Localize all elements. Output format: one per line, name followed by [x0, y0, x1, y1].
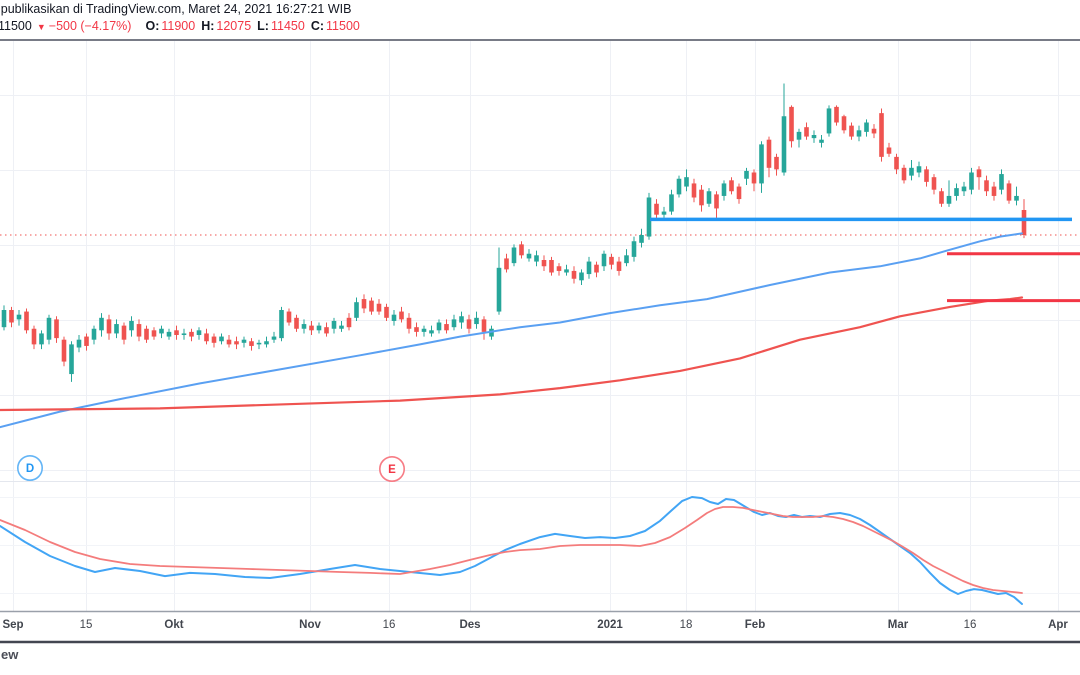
- x-axis-label: Sep: [2, 619, 24, 631]
- earnings-marker[interactable]: E: [378, 455, 405, 482]
- quote-line: 11500 ▼ −500 (−4.17%) O: 11900 H: 12075 …: [0, 18, 360, 36]
- open-value: 11900: [161, 19, 196, 33]
- x-axis-label: Mar: [887, 619, 909, 631]
- low-label: L:: [257, 19, 269, 33]
- x-axis-label: 16: [382, 619, 396, 631]
- oscillator-fast[interactable]: [0, 496, 1023, 605]
- x-axis-label: 16: [963, 619, 977, 631]
- chart-header: ipublikasikan di TradingView.com, Maret …: [0, 1, 360, 36]
- open-label: O:: [145, 19, 160, 33]
- svg-text:D: D: [26, 463, 34, 475]
- last-price: 11500: [0, 19, 32, 33]
- candlestick-series: [1, 83, 1027, 382]
- tradingview-watermark: ew: [1, 647, 19, 662]
- x-axis-label: 15: [79, 619, 93, 631]
- ma-slow-line[interactable]: [0, 296, 1024, 412]
- pane-frames: [0, 39, 1080, 644]
- svg-text:E: E: [388, 464, 396, 476]
- close-label: C:: [310, 19, 325, 33]
- high-label: H:: [201, 19, 215, 33]
- x-axis-label: Feb: [744, 619, 766, 631]
- x-axis-label: Nov: [299, 619, 321, 631]
- dividend-marker[interactable]: D: [16, 454, 43, 481]
- down-triangle-icon: ▼: [36, 22, 46, 32]
- publish-info: ipublikasikan di TradingView.com, Maret …: [0, 2, 352, 16]
- x-axis-label: Des: [459, 619, 481, 631]
- x-axis-label: Okt: [164, 619, 184, 631]
- ma-fast-line[interactable]: [0, 232, 1023, 429]
- price-change: −500 (−4.17%): [48, 19, 132, 33]
- x-axis-label: 2021: [597, 619, 623, 631]
- oscillator-slow[interactable]: [0, 506, 1023, 594]
- x-axis-label: Apr: [1048, 619, 1068, 631]
- time-axis[interactable]: Sep 15 Okt Nov 16 Des 2021 18 Feb Mar 16 Apr: [0, 613, 1080, 640]
- x-axis-label: 18: [679, 619, 693, 631]
- gridlines: [0, 41, 1080, 611]
- high-value: 12075: [216, 19, 252, 33]
- close-value: 11500: [326, 19, 360, 33]
- low-value: 11450: [270, 19, 305, 33]
